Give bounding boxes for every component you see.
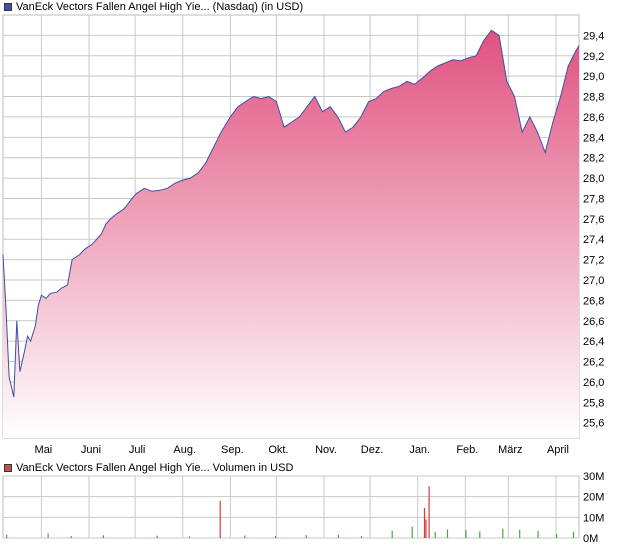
price-line [2,29,580,398]
volume-bar [274,535,277,538]
price-x-tick-label: Aug. [173,444,196,456]
volume-bar [428,486,430,538]
price-y-tick-label: 28,0 [583,173,604,185]
volume-bar [537,530,539,538]
volume-bar [519,529,521,538]
volume-chart: 0M 10M 20M 30M [2,471,604,545]
price-y-tick-label: 26,0 [583,377,604,389]
price-x-tick-label: Sep. [221,444,244,456]
volume-bar [411,526,413,538]
volume-bar [479,531,481,538]
price-y-tick-label: 26,8 [583,295,604,307]
price-y-tick-label: 26,2 [583,357,604,369]
volume-bar [572,531,575,538]
volume-legend: VanEck Vectors Fallen Angel High Yie... … [4,462,293,474]
price-y-tick-label: 25,6 [583,418,604,430]
volume-y-tick-label: 0M [583,533,598,545]
price-y-tick-label: 29,2 [583,51,604,63]
volume-bar [446,529,449,538]
price-x-tick-label: Feb. [456,444,478,456]
price-area [3,30,579,439]
volume-bar [502,528,504,538]
price-legend-label: VanEck Vectors Fallen Angel High Yie... … [16,1,304,13]
price-x-tick-label: Dez. [361,444,384,456]
price-x-tick-label: März [498,444,522,456]
price-y-tick-label: 27,8 [583,193,604,205]
volume-bar [102,535,104,538]
volume-bar [360,535,363,538]
volume-bar [423,508,426,538]
volume-y-tick-label: 10M [583,512,604,524]
volume-bar [465,530,467,538]
volume-y-tick-label: 30M [583,471,604,483]
price-y-tick-label: 28,4 [583,132,604,144]
price-y-tick-label: 27,6 [583,214,604,226]
price-y-tick-label: 28,6 [583,112,604,124]
volume-bar [425,519,427,538]
price-y-tick-label: 29,4 [583,30,604,42]
price-y-tick-label: 26,6 [583,316,604,328]
price-x-tick-label: Juli [129,444,146,456]
price-x-tick-label: Jan. [409,444,430,456]
price-y-tick-label: 27,0 [583,275,604,287]
price-x-tick-label: Mai [35,444,53,456]
volume-bar [6,534,8,538]
price-x-tick-label: Juni [81,444,101,456]
price-x-tick-label: April [547,444,569,456]
price-legend-swatch [4,3,12,11]
volume-bar [219,500,221,538]
price-x-tick-label: Okt. [268,444,288,456]
price-y-tick-label: 28,8 [583,92,604,104]
volume-bar [156,535,158,538]
price-y-tick-label: 29,0 [583,71,604,83]
volume-bar [47,533,49,538]
volume-bar [305,535,307,538]
volume-bar [244,535,246,538]
price-y-tick-label: 28,2 [583,153,604,165]
volume-bar [556,533,558,538]
price-chart: 25,6 25,8 26,0 26,2 26,4 26,6 26,8 27,0 27,2 27,4… [2,14,604,456]
volume-bar [434,531,436,538]
price-y-tick-label: 25,8 [583,397,604,409]
volume-bar [337,534,339,538]
volume-legend-label: VanEck Vectors Fallen Angel High Yie... … [16,462,294,474]
volume-bar [188,536,191,538]
volume-y-tick-label: 20M [583,492,604,504]
price-legend: VanEck Vectors Fallen Angel High Yie... … [4,1,303,13]
price-y-tick-label: 26,4 [583,336,604,348]
price-y-tick-label: 27,2 [583,255,604,267]
price-y-tick-label: 27,4 [583,234,604,246]
volume-bar [70,535,72,538]
volume-bar [391,530,393,538]
volume-legend-swatch [4,464,12,472]
price-x-tick-label: Nov. [315,444,337,456]
